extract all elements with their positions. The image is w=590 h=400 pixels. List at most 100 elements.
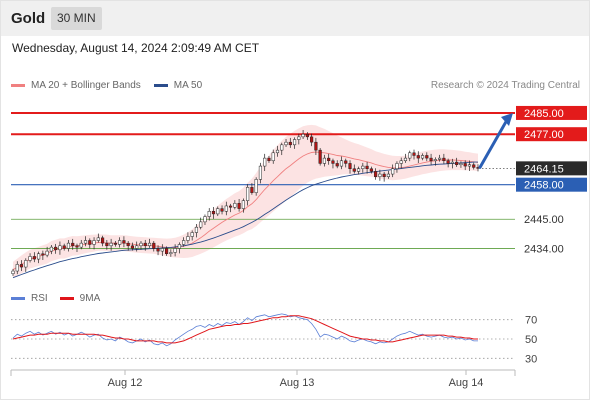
candle-body bbox=[378, 173, 382, 177]
level-label-bg-2458.00 bbox=[516, 177, 587, 192]
page-title: Gold bbox=[11, 10, 46, 27]
candle-body bbox=[331, 160, 335, 164]
candle-body bbox=[246, 187, 250, 201]
candle-body bbox=[32, 256, 36, 260]
rsi-series-9ma bbox=[12, 315, 478, 344]
projection-arrow-head bbox=[501, 112, 513, 126]
candle-body bbox=[130, 245, 135, 249]
candle-body bbox=[58, 245, 62, 251]
candle-body bbox=[75, 245, 79, 248]
legend-label-9ma: 9MA bbox=[79, 293, 101, 304]
candle-body bbox=[135, 245, 139, 249]
candle-body bbox=[126, 242, 130, 247]
candle-body bbox=[152, 242, 156, 249]
candle-body bbox=[271, 152, 275, 162]
candle-body bbox=[339, 160, 344, 167]
candle-body bbox=[156, 248, 160, 252]
candle-body bbox=[403, 157, 408, 162]
level-label-bg-2485.00 bbox=[516, 105, 587, 120]
candle-body bbox=[425, 155, 429, 159]
candle-body bbox=[352, 168, 356, 172]
candle-body bbox=[105, 242, 109, 247]
candle-body bbox=[412, 152, 416, 156]
legend-swatch-9ma bbox=[59, 297, 74, 300]
legend-label-ma50: MA 50 bbox=[173, 80, 203, 91]
candle-body bbox=[237, 203, 241, 209]
candle-body bbox=[11, 270, 15, 274]
candle-body bbox=[284, 141, 288, 146]
candle-body bbox=[263, 157, 267, 167]
candle-body bbox=[122, 240, 126, 244]
candle-body bbox=[113, 242, 117, 245]
candle-body bbox=[182, 240, 186, 245]
candle-body bbox=[288, 141, 292, 146]
candle-body bbox=[66, 242, 71, 249]
level-label-2458.00: 2458.00 bbox=[524, 180, 564, 192]
rsi-tick-50: 50 bbox=[525, 334, 537, 346]
legend-item-rsi: RSI bbox=[11, 293, 48, 304]
candle-body bbox=[228, 205, 233, 208]
candle-body bbox=[374, 171, 378, 177]
legend-swatch-rsi bbox=[11, 297, 25, 300]
candle-body bbox=[62, 245, 66, 249]
candle-body bbox=[450, 161, 454, 164]
level-label-2485.00: 2485.00 bbox=[524, 108, 564, 120]
candle-body bbox=[429, 157, 433, 162]
x-tick-label: Aug 12 bbox=[108, 377, 143, 389]
candle-body bbox=[83, 240, 88, 244]
timeframe-badge[interactable]: 30 MIN bbox=[51, 7, 102, 30]
legend-label-bollinger: MA 20 + Bollinger Bands bbox=[31, 80, 141, 91]
price-legend: MA 20 + Bollinger Bands MA 50 bbox=[11, 80, 215, 91]
level-label-bg-2477.00 bbox=[516, 127, 587, 142]
candle-body bbox=[49, 246, 53, 252]
candle-body bbox=[361, 165, 365, 169]
candle-body bbox=[233, 203, 237, 208]
candle-body bbox=[420, 155, 425, 159]
candle-body bbox=[318, 149, 322, 164]
level-label-2477.00: 2477.00 bbox=[524, 129, 564, 141]
candle-body bbox=[160, 248, 164, 252]
candle-body bbox=[455, 161, 459, 166]
candle-body bbox=[292, 139, 297, 146]
candle-body bbox=[96, 237, 100, 241]
candle-body bbox=[101, 237, 105, 244]
legend-item-ma50: MA 50 bbox=[153, 80, 203, 91]
candle-body bbox=[41, 253, 45, 256]
rsi-legend: RSI 9MA bbox=[11, 293, 112, 304]
candle-body bbox=[314, 141, 318, 151]
level-label-2445.00: 2445.00 bbox=[524, 214, 564, 226]
candle-body bbox=[216, 208, 220, 215]
candle-body bbox=[45, 250, 49, 256]
candle-body bbox=[433, 159, 437, 162]
candle-body bbox=[275, 149, 280, 154]
candle-body bbox=[408, 152, 412, 159]
candle-body bbox=[250, 187, 254, 193]
candle-body bbox=[220, 208, 224, 212]
candle-body bbox=[211, 211, 216, 215]
candle-body bbox=[322, 157, 326, 164]
legend-swatch-ma50 bbox=[153, 84, 168, 87]
candle-body bbox=[382, 173, 386, 177]
level-label-bg-2464.15 bbox=[516, 161, 587, 176]
candle-body bbox=[438, 157, 442, 160]
candle-body bbox=[37, 253, 41, 260]
candle-body bbox=[88, 240, 92, 245]
candle-body bbox=[139, 242, 143, 247]
candle-body bbox=[416, 155, 420, 159]
legend-item-bollinger: MA 20 + Bollinger Bands bbox=[11, 80, 141, 91]
candle-body bbox=[335, 163, 339, 167]
candle-body bbox=[365, 165, 369, 169]
level-label-2434.00: 2434.00 bbox=[524, 243, 564, 255]
candle-body bbox=[472, 164, 476, 168]
bollinger-band bbox=[13, 124, 478, 278]
candle-body bbox=[194, 226, 199, 233]
legend-label-rsi: RSI bbox=[31, 293, 48, 304]
candle-body bbox=[459, 163, 463, 166]
candle-body bbox=[169, 252, 173, 255]
candle-body bbox=[344, 160, 348, 164]
candle-body bbox=[369, 168, 373, 172]
candle-body bbox=[356, 168, 361, 172]
projection-arrow-shaft bbox=[478, 118, 509, 169]
candle-body bbox=[224, 205, 228, 212]
